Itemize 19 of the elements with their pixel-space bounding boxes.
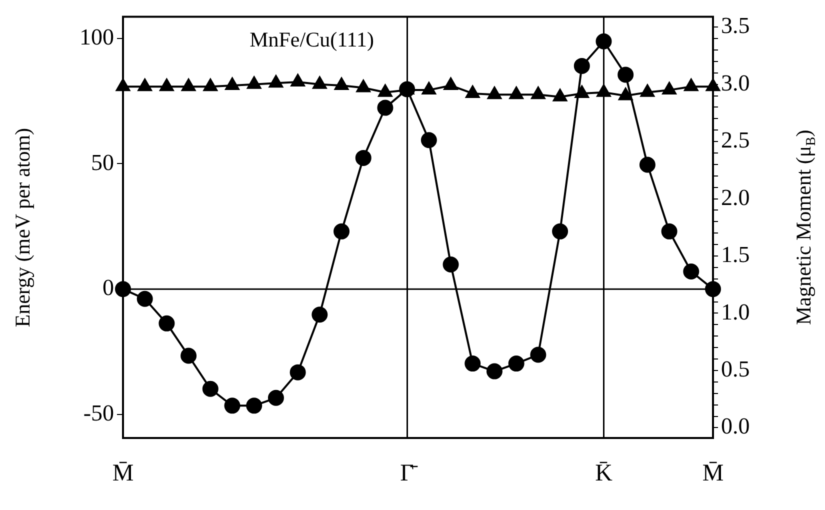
x-tick-label: K̄ <box>595 460 614 487</box>
y-tick-label: 0 <box>102 275 114 300</box>
y-axis-title: Energy (meV per atom) <box>10 128 35 328</box>
y2-tick-label: 1.0 <box>721 299 750 324</box>
y-tick-label: 100 <box>80 24 114 50</box>
y2-tick-label: 3.5 <box>721 13 750 38</box>
x-tick-label: Γ̄ <box>400 460 418 487</box>
y2-axis-title: Magnetic Moment (μB) <box>792 130 818 326</box>
x-tick-label: M̄ <box>702 460 724 487</box>
y2-tick-label: 2.5 <box>721 128 750 153</box>
y2-tick-label: 2.0 <box>721 184 750 210</box>
x-tick-label: M̄ <box>112 460 134 487</box>
y2-tick-label: 0.5 <box>721 356 750 382</box>
y2-tick-label: 1.5 <box>721 242 750 268</box>
y-tick-label: -50 <box>83 400 114 426</box>
text: MnFe/Cu(111) <box>250 27 374 52</box>
y2-tick-label: 3.0 <box>721 70 750 96</box>
y2-tick-label: 0.0 <box>721 414 750 439</box>
y-tick-label: 50 <box>91 150 114 175</box>
